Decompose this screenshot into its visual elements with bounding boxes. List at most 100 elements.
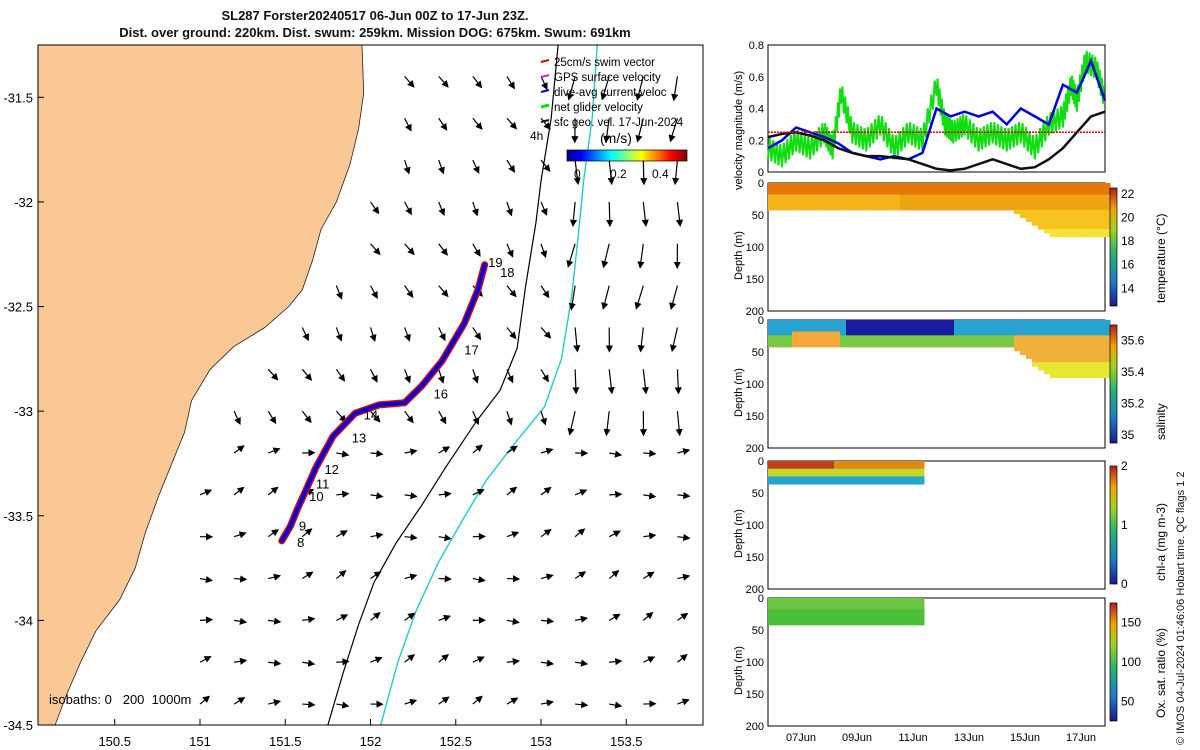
- section-cell: [786, 331, 793, 336]
- section-cell: [1050, 206, 1057, 211]
- section-cell: [942, 198, 949, 203]
- colorbar-tick-2: 0.4: [652, 167, 669, 181]
- section-cell: [1062, 373, 1069, 379]
- section-cell: [822, 461, 829, 466]
- velocity-arrow-58: [643, 571, 655, 580]
- velocity-arrow-45: [199, 576, 213, 584]
- section-cell: [780, 339, 787, 344]
- section-cell: [792, 598, 799, 603]
- section-cell: [1002, 335, 1009, 340]
- section-cell: [942, 335, 949, 340]
- section-cell: [1032, 213, 1039, 219]
- section-sal-cbtick-0: 35: [1121, 428, 1135, 442]
- section-cell: [936, 194, 943, 199]
- section-cell: [900, 320, 907, 325]
- section-cell: [780, 343, 787, 348]
- section-cell: [1098, 194, 1105, 199]
- section-cell: [906, 198, 913, 203]
- section-cell: [1026, 202, 1033, 207]
- section-cell: [1062, 217, 1069, 222]
- section-cell: [912, 339, 919, 344]
- section-cell: [1062, 198, 1069, 203]
- velocity-arrow-170: [569, 201, 578, 227]
- section-cell: [1104, 327, 1111, 333]
- section-cell: [1032, 186, 1039, 192]
- section-cell: [1104, 346, 1111, 352]
- section-cell: [804, 206, 811, 211]
- velocity-arrow-150: [568, 285, 576, 311]
- section-cell: [1086, 339, 1093, 344]
- section-chl-colorbar: [1109, 465, 1118, 585]
- section-cell: [1038, 209, 1045, 215]
- section-cell: [792, 468, 799, 474]
- section-cell: [966, 323, 973, 329]
- section-cell: [804, 472, 811, 477]
- section-cell: [1008, 335, 1015, 340]
- section-cell: [1074, 331, 1081, 336]
- velocity-arrow-129: [641, 369, 649, 395]
- section-cell: [768, 480, 775, 485]
- section-cell: [1074, 358, 1081, 363]
- section-cell: [1068, 358, 1075, 363]
- section-cell: [924, 339, 931, 344]
- section-cell: [1104, 217, 1111, 222]
- section-cell: [1002, 186, 1009, 192]
- section-cell: [876, 206, 883, 211]
- section-cell: [852, 461, 859, 466]
- section-cell: [1050, 198, 1057, 203]
- section-cell: [1104, 323, 1111, 329]
- legend-swatch-3: [540, 103, 550, 109]
- section-cell: [918, 613, 925, 618]
- section-cell: [798, 194, 805, 199]
- section-cell: [864, 613, 871, 618]
- section-cell: [990, 206, 997, 211]
- section-cell: [1074, 209, 1081, 215]
- section-cell: [816, 190, 823, 196]
- section-cell: [1098, 320, 1105, 325]
- track-day-label-10: 10: [309, 489, 323, 504]
- section-cell: [894, 613, 901, 618]
- section-cell: [942, 320, 949, 325]
- section-cell: [888, 339, 895, 344]
- section-cell: [1104, 362, 1111, 367]
- velocity-arrow-146: [438, 285, 449, 298]
- section-cell: [1068, 346, 1075, 352]
- section-cell: [906, 206, 913, 211]
- section-cell: [972, 198, 979, 203]
- section-cell: [1044, 339, 1051, 344]
- section-cell: [1020, 202, 1027, 207]
- section-cell: [1104, 186, 1111, 192]
- velocity-arrow-106: [301, 410, 312, 424]
- section-cell: [882, 202, 889, 207]
- section-cell: [1104, 350, 1111, 356]
- section-cell: [1026, 194, 1033, 199]
- section-cell: [792, 472, 799, 477]
- section-cell: [1098, 369, 1105, 375]
- section-cell: [1002, 198, 1009, 203]
- section-cell: [906, 468, 913, 474]
- section-cell: [840, 198, 847, 203]
- section-cell: [1080, 221, 1087, 226]
- velocity-arrow-55: [540, 573, 554, 581]
- section-cell: [1032, 354, 1039, 359]
- section-cell: [882, 464, 889, 470]
- section-cell: [768, 613, 775, 618]
- section-cell: [1026, 198, 1033, 203]
- section-cell: [858, 202, 865, 207]
- section-cell: [1002, 202, 1009, 207]
- section-cell: [912, 464, 919, 470]
- section-cell: [888, 617, 895, 622]
- section-cell: [1026, 183, 1033, 188]
- section-cell: [876, 327, 883, 333]
- section-cell: [1098, 213, 1105, 219]
- section-cell: [1092, 358, 1099, 363]
- section-cell: [978, 323, 985, 329]
- section-cell: [918, 323, 925, 329]
- velocity-arrow-79: [336, 490, 350, 498]
- section-cell: [894, 468, 901, 474]
- velocity-arrow-93: [336, 450, 350, 458]
- section-cell: [1086, 221, 1093, 226]
- land-mass: [38, 45, 365, 725]
- section-cell: [852, 613, 859, 618]
- velocity-arrow-173: [675, 201, 684, 227]
